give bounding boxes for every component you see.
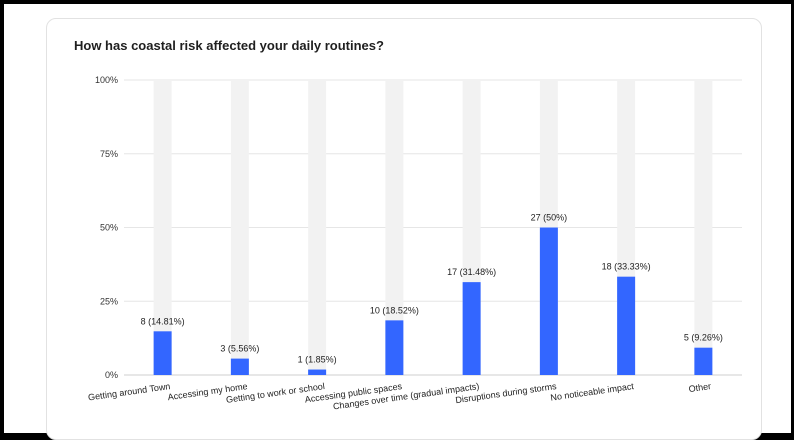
bar-track: [308, 80, 327, 375]
bar: [617, 276, 636, 375]
bar-track: [385, 80, 404, 375]
data-label: 8 (14.81%): [141, 316, 185, 326]
data-label: 18 (33.33%): [602, 262, 651, 272]
bar-track: [230, 80, 249, 375]
data-label: 3 (5.56%): [220, 344, 259, 354]
bar: [308, 369, 327, 375]
data-label: 1 (1.85%): [298, 355, 337, 365]
data-label: 27 (50%): [531, 213, 568, 223]
bar: [462, 282, 481, 375]
y-tick-label: 25%: [100, 296, 118, 306]
data-label: 5 (9.26%): [684, 333, 723, 343]
y-tick-label: 0%: [105, 370, 118, 380]
x-tick-label: No noticeable impact: [550, 381, 635, 403]
x-tick-label: Getting around Town: [87, 381, 170, 402]
y-tick-label: 50%: [100, 223, 118, 233]
y-tick-label: 100%: [95, 75, 118, 85]
bar-track: [694, 80, 713, 375]
x-tick-label: Other: [688, 381, 712, 394]
data-label: 17 (31.48%): [447, 267, 496, 277]
bar: [694, 347, 713, 375]
bar-track: [153, 80, 172, 375]
bar: [385, 320, 404, 375]
bar: [153, 331, 172, 375]
data-label: 10 (18.52%): [370, 305, 419, 315]
bar: [230, 358, 249, 375]
y-tick-label: 75%: [100, 149, 118, 159]
bar: [539, 227, 558, 375]
chart-title: How has coastal risk affected your daily…: [74, 38, 384, 53]
